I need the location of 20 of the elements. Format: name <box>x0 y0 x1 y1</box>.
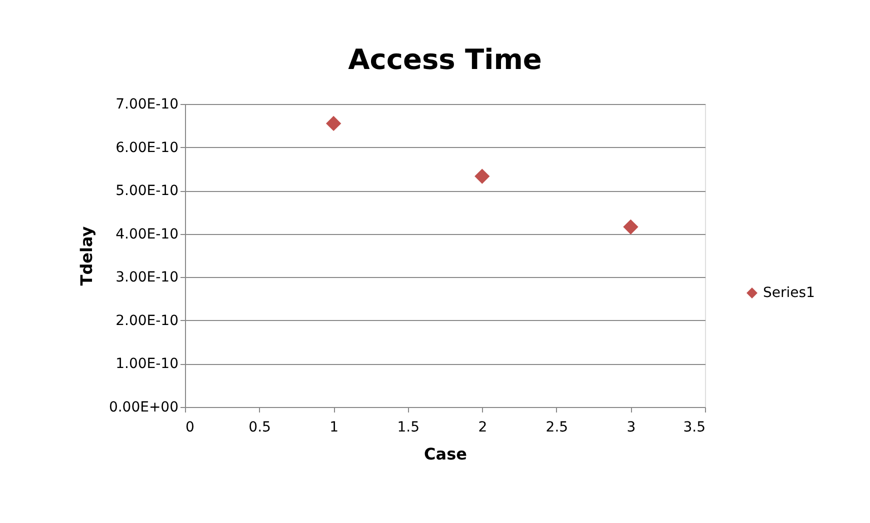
y-tick-label: 1.00E-10 <box>116 356 178 372</box>
y-tick-label: 6.00E-10 <box>116 140 178 156</box>
x-tick-label: 3 <box>626 420 636 436</box>
x-tick-label: 1 <box>330 420 339 436</box>
y-tick-label: 4.00E-10 <box>116 226 178 242</box>
legend-label: Series1 <box>763 285 815 301</box>
chart-title: Access Time <box>348 43 542 76</box>
x-tick-label: 3.5 <box>683 420 706 436</box>
x-axis-title: Case <box>424 444 468 464</box>
y-tick-label: 3.00E-10 <box>116 270 178 286</box>
x-tick-label: 0 <box>186 420 194 436</box>
x-tick-label: 1.5 <box>397 420 420 436</box>
y-tick-label: 5.00E-10 <box>116 183 178 200</box>
y-axis-title: Tdelay <box>76 226 96 286</box>
y-tick-label: 0.00E+00 <box>108 400 178 416</box>
x-tick-label: 2 <box>478 420 488 436</box>
y-tick-label: 2.00E-10 <box>116 312 178 329</box>
y-tick-label: 7.00E-10 <box>116 96 178 112</box>
x-tick-label: 0.5 <box>248 420 271 436</box>
x-tick-label: 2.5 <box>546 420 568 436</box>
